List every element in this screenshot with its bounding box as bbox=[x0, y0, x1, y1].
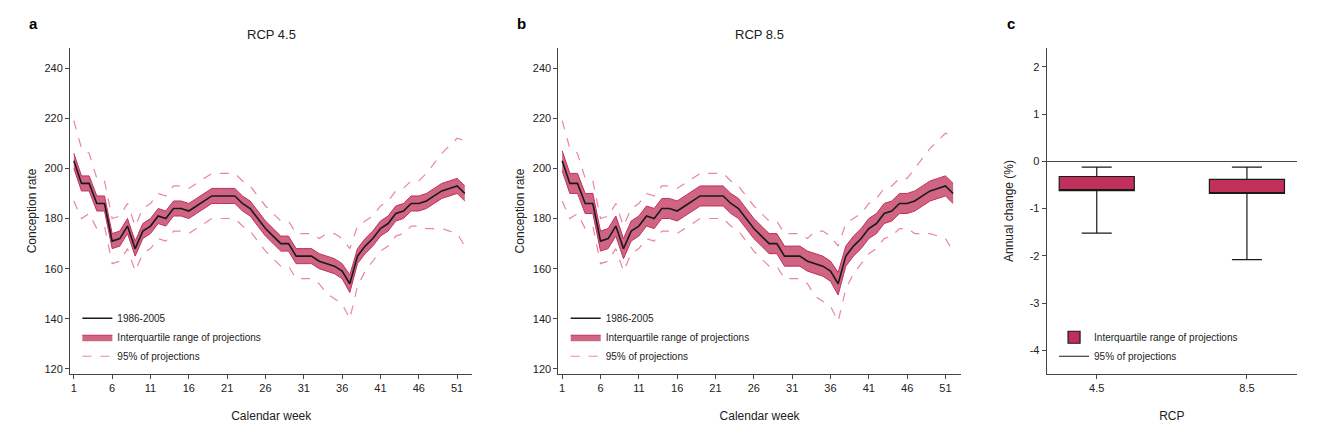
svg-text:6: 6 bbox=[597, 382, 603, 394]
svg-text:21: 21 bbox=[709, 382, 721, 394]
svg-text:RCP 8.5: RCP 8.5 bbox=[735, 27, 784, 42]
svg-text:16: 16 bbox=[671, 382, 683, 394]
svg-text:-1: -1 bbox=[1030, 202, 1040, 214]
svg-text:6: 6 bbox=[109, 382, 115, 394]
svg-text:21: 21 bbox=[221, 382, 233, 394]
svg-text:b: b bbox=[517, 15, 526, 32]
svg-text:240: 240 bbox=[533, 62, 551, 74]
svg-text:Interquartile range of project: Interquartile range of projections bbox=[117, 332, 260, 343]
svg-text:95% of projections: 95% of projections bbox=[606, 351, 688, 362]
svg-text:36: 36 bbox=[824, 382, 836, 394]
svg-text:200: 200 bbox=[533, 162, 551, 174]
svg-text:Calendar week: Calendar week bbox=[720, 409, 801, 423]
svg-text:220: 220 bbox=[533, 112, 551, 124]
svg-text:46: 46 bbox=[413, 382, 425, 394]
svg-text:200: 200 bbox=[44, 162, 62, 174]
svg-text:41: 41 bbox=[863, 382, 875, 394]
svg-text:Conception rate: Conception rate bbox=[25, 168, 39, 253]
svg-text:26: 26 bbox=[259, 382, 271, 394]
svg-text:120: 120 bbox=[44, 363, 62, 375]
svg-text:Conception rate: Conception rate bbox=[513, 168, 527, 253]
svg-text:-3: -3 bbox=[1030, 297, 1040, 309]
svg-text:120: 120 bbox=[533, 363, 551, 375]
svg-text:RCP: RCP bbox=[1159, 409, 1184, 423]
svg-text:36: 36 bbox=[336, 382, 348, 394]
svg-text:-4: -4 bbox=[1030, 344, 1040, 356]
svg-text:Interquartile range of project: Interquartile range of projections bbox=[606, 332, 749, 343]
svg-text:95% of projections: 95% of projections bbox=[1094, 351, 1176, 362]
svg-text:8.5: 8.5 bbox=[1239, 382, 1254, 394]
svg-text:11: 11 bbox=[633, 382, 644, 394]
svg-text:1: 1 bbox=[1033, 108, 1039, 120]
svg-text:a: a bbox=[29, 15, 38, 32]
svg-text:31: 31 bbox=[786, 382, 798, 394]
svg-text:51: 51 bbox=[939, 382, 951, 394]
svg-text:0: 0 bbox=[1033, 155, 1039, 167]
svg-text:Interquartile range of project: Interquartile range of projections bbox=[1094, 332, 1237, 343]
svg-text:220: 220 bbox=[44, 112, 62, 124]
svg-text:1: 1 bbox=[71, 382, 77, 394]
svg-text:46: 46 bbox=[901, 382, 913, 394]
svg-text:180: 180 bbox=[533, 212, 551, 224]
svg-text:160: 160 bbox=[44, 263, 62, 275]
svg-text:140: 140 bbox=[44, 313, 62, 325]
svg-text:4.5: 4.5 bbox=[1089, 382, 1104, 394]
svg-text:140: 140 bbox=[533, 313, 551, 325]
svg-text:31: 31 bbox=[298, 382, 310, 394]
svg-text:95% of projections: 95% of projections bbox=[117, 351, 199, 362]
svg-text:11: 11 bbox=[145, 382, 156, 394]
svg-text:2: 2 bbox=[1033, 61, 1039, 73]
svg-text:41: 41 bbox=[374, 382, 386, 394]
svg-text:-2: -2 bbox=[1030, 250, 1040, 262]
svg-text:Calendar week: Calendar week bbox=[231, 409, 312, 423]
svg-text:RCP 4.5: RCP 4.5 bbox=[247, 27, 296, 42]
svg-text:1986-2005: 1986-2005 bbox=[117, 313, 165, 324]
svg-text:240: 240 bbox=[44, 62, 62, 74]
svg-text:Annual change (%): Annual change (%) bbox=[1002, 160, 1016, 262]
svg-text:160: 160 bbox=[533, 263, 551, 275]
svg-text:51: 51 bbox=[451, 382, 463, 394]
svg-text:26: 26 bbox=[748, 382, 760, 394]
svg-text:1: 1 bbox=[559, 382, 565, 394]
svg-text:16: 16 bbox=[183, 382, 195, 394]
svg-text:1986-2005: 1986-2005 bbox=[606, 313, 654, 324]
svg-text:180: 180 bbox=[44, 212, 62, 224]
svg-text:c: c bbox=[1007, 15, 1015, 32]
